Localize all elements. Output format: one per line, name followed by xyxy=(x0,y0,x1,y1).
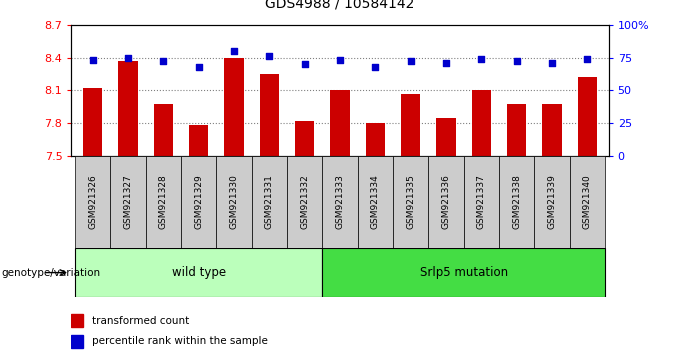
Point xyxy=(547,60,558,65)
FancyBboxPatch shape xyxy=(181,156,216,248)
Point xyxy=(476,56,487,62)
FancyBboxPatch shape xyxy=(393,156,428,248)
Text: GSM921333: GSM921333 xyxy=(335,174,345,229)
Bar xyxy=(578,77,597,156)
Text: GSM921339: GSM921339 xyxy=(547,174,556,229)
FancyBboxPatch shape xyxy=(252,156,287,248)
Text: GSM921332: GSM921332 xyxy=(300,175,309,229)
Bar xyxy=(224,57,243,156)
Bar xyxy=(330,90,350,156)
Text: GSM921336: GSM921336 xyxy=(441,174,451,229)
FancyBboxPatch shape xyxy=(358,156,393,248)
FancyBboxPatch shape xyxy=(464,156,499,248)
Bar xyxy=(401,93,420,156)
Text: transformed count: transformed count xyxy=(92,316,189,326)
Text: GSM921330: GSM921330 xyxy=(229,174,239,229)
Point xyxy=(511,59,522,64)
Text: GSM921340: GSM921340 xyxy=(583,175,592,229)
FancyBboxPatch shape xyxy=(75,248,322,297)
Text: GSM921327: GSM921327 xyxy=(124,175,133,229)
FancyBboxPatch shape xyxy=(322,248,605,297)
Text: GSM921329: GSM921329 xyxy=(194,175,203,229)
FancyBboxPatch shape xyxy=(499,156,534,248)
Bar xyxy=(260,74,279,156)
FancyBboxPatch shape xyxy=(428,156,464,248)
Text: GSM921334: GSM921334 xyxy=(371,175,380,229)
Point xyxy=(228,48,239,54)
Point xyxy=(193,64,204,69)
Bar xyxy=(189,125,208,156)
Point xyxy=(158,59,169,64)
FancyBboxPatch shape xyxy=(146,156,181,248)
FancyBboxPatch shape xyxy=(570,156,605,248)
FancyBboxPatch shape xyxy=(322,156,358,248)
Bar xyxy=(543,104,562,156)
Bar xyxy=(295,121,314,156)
Point xyxy=(87,57,98,63)
FancyBboxPatch shape xyxy=(287,156,322,248)
FancyBboxPatch shape xyxy=(110,156,146,248)
FancyBboxPatch shape xyxy=(534,156,570,248)
Text: GSM921328: GSM921328 xyxy=(159,175,168,229)
Bar xyxy=(118,61,137,156)
Bar xyxy=(83,88,102,156)
Point xyxy=(122,55,133,60)
Bar xyxy=(71,314,83,327)
Point xyxy=(582,56,593,62)
Point xyxy=(370,64,381,69)
Point xyxy=(405,59,416,64)
Text: GSM921326: GSM921326 xyxy=(88,175,97,229)
Text: GSM921338: GSM921338 xyxy=(512,174,521,229)
Text: GSM921337: GSM921337 xyxy=(477,174,486,229)
Text: genotype/variation: genotype/variation xyxy=(1,268,101,278)
Text: Srlp5 mutation: Srlp5 mutation xyxy=(420,266,508,279)
Bar xyxy=(507,104,526,156)
Bar xyxy=(472,90,491,156)
Bar xyxy=(366,123,385,156)
FancyBboxPatch shape xyxy=(216,156,252,248)
Point xyxy=(299,61,310,67)
Text: GSM921335: GSM921335 xyxy=(406,174,415,229)
Bar xyxy=(154,104,173,156)
Text: wild type: wild type xyxy=(171,266,226,279)
FancyBboxPatch shape xyxy=(75,156,110,248)
Text: GSM921331: GSM921331 xyxy=(265,174,274,229)
Bar xyxy=(437,118,456,156)
Text: GDS4988 / 10584142: GDS4988 / 10584142 xyxy=(265,0,415,11)
Point xyxy=(335,57,345,63)
Text: percentile rank within the sample: percentile rank within the sample xyxy=(92,336,268,346)
Point xyxy=(441,60,452,65)
Bar xyxy=(71,335,83,348)
Point xyxy=(264,53,275,59)
